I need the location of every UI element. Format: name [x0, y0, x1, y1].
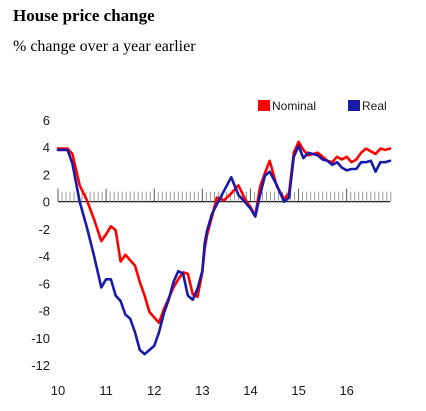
x-tick-label: 11 [99, 383, 113, 398]
series-line-nominal [56, 140, 392, 325]
series-layer [56, 140, 392, 356]
x-axis-ticks: 10 11 12 13 14 15 16 [51, 383, 354, 398]
x-tick-label: 14 [243, 383, 257, 398]
legend-label-real: Real [362, 99, 387, 113]
y-tick-label: -8 [38, 304, 50, 319]
series-line-real [56, 144, 392, 356]
x-tick-label: 10 [51, 383, 65, 398]
zero-line-axis [57, 188, 392, 203]
chart-title: House price change [13, 6, 155, 25]
y-tick-label: -6 [38, 276, 50, 291]
x-tick-label: 16 [339, 383, 353, 398]
y-tick-label: 0 [43, 195, 50, 210]
x-tick-label: 15 [291, 383, 305, 398]
y-tick-label: 4 [43, 140, 50, 155]
y-axis-ticks: 6 4 2 0 -2 -4 -6 -8 -10 -12 [31, 113, 50, 373]
y-tick-label: 2 [43, 167, 50, 182]
y-tick-label: -12 [31, 358, 50, 373]
legend: Nominal Real [258, 99, 387, 113]
x-tick-label: 13 [195, 383, 209, 398]
legend-swatch-nominal [258, 100, 270, 111]
y-tick-label: -4 [38, 249, 50, 264]
y-tick-label: -10 [31, 331, 50, 346]
legend-label-nominal: Nominal [272, 99, 316, 113]
legend-swatch-real [348, 100, 360, 111]
y-tick-label: 6 [43, 113, 50, 128]
x-tick-label: 12 [147, 383, 161, 398]
chart-subtitle: % change over a year earlier [13, 38, 196, 55]
y-tick-label: -2 [38, 222, 50, 237]
